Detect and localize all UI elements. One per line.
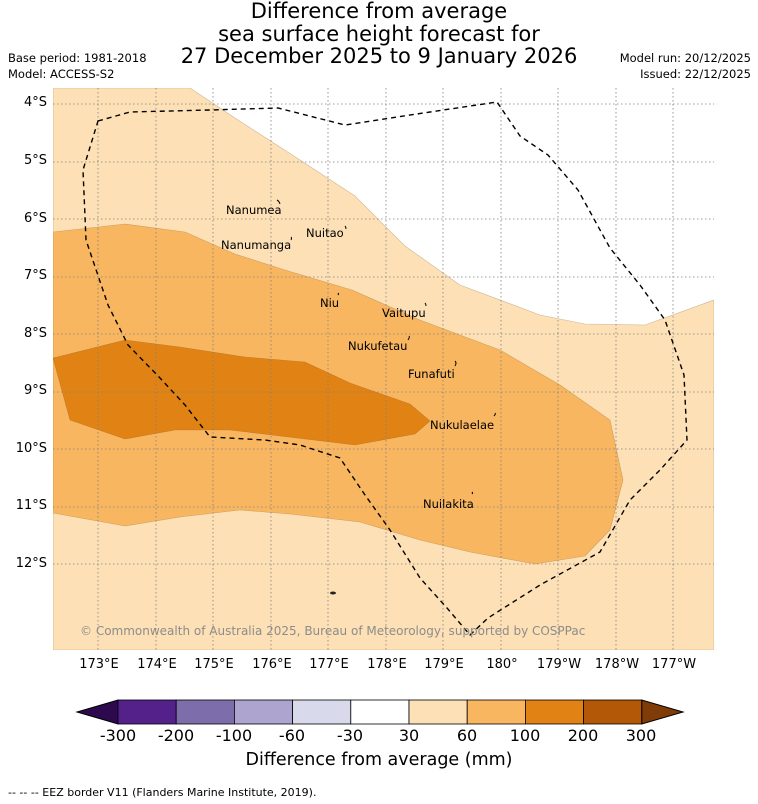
eez-border bbox=[82, 101, 688, 637]
issued-date: Issued: 22/12/2025 bbox=[640, 67, 751, 81]
lon-label-180: 180° bbox=[486, 657, 518, 672]
lat-label-9s: 9°S bbox=[23, 383, 47, 398]
lon-label-174e: 174°E bbox=[137, 657, 177, 672]
lon-label-177w: 177°W bbox=[651, 657, 697, 672]
map-area bbox=[53, 88, 714, 650]
lat-label-5s: 5°S bbox=[23, 153, 47, 168]
island-label-nanumea: Nanumea bbox=[226, 203, 282, 217]
colorbar-label: 300 bbox=[625, 726, 657, 745]
island-label-funafuti: Funafuti bbox=[408, 367, 455, 381]
island-label-niu: Niu bbox=[320, 296, 340, 310]
colorbar-swatch bbox=[583, 699, 643, 725]
model-run: Model run: 20/12/2025 bbox=[619, 51, 751, 65]
colorbar-extend-low bbox=[75, 699, 119, 725]
colorbar-label: -300 bbox=[99, 726, 137, 745]
colorbar-label: -60 bbox=[278, 726, 306, 745]
lat-label-8s: 8°S bbox=[23, 326, 47, 341]
title-line-3: 27 December 2025 to 9 January 2026 bbox=[180, 44, 578, 68]
colorbar-swatch bbox=[350, 699, 410, 725]
island-label-nukufetau: Nukufetau bbox=[348, 339, 408, 353]
lon-label-176e: 176°E bbox=[252, 657, 292, 672]
lon-label-177e: 177°E bbox=[309, 657, 349, 672]
base-period: Base period: 1981-2018 bbox=[8, 51, 147, 65]
colorbar-swatch bbox=[408, 699, 468, 725]
lon-label-179e: 179°E bbox=[424, 657, 464, 672]
colorbar-swatch bbox=[175, 699, 235, 725]
colorbar-label: -100 bbox=[215, 726, 253, 745]
colorbar-label: 60 bbox=[456, 726, 478, 745]
title-line-1: Difference from average bbox=[250, 0, 508, 23]
colorbar bbox=[75, 699, 685, 725]
island-label-nukulaelae: Nukulaelae bbox=[430, 418, 495, 432]
model-name: Model: ACCESS-S2 bbox=[8, 67, 115, 81]
lat-label-12s: 12°S bbox=[15, 556, 47, 571]
island-label-vaitupu: Vaitupu bbox=[382, 306, 426, 320]
lon-label-178w: 178°W bbox=[594, 657, 640, 672]
lat-label-4s: 4°S bbox=[23, 95, 47, 110]
contour-band-100-200 bbox=[53, 339, 431, 446]
colorbar-swatch bbox=[292, 699, 352, 725]
colorbar-label: -200 bbox=[157, 726, 195, 745]
lon-label-179w: 179°W bbox=[536, 657, 582, 672]
colorbar-label: 100 bbox=[509, 726, 541, 745]
map-grid bbox=[53, 88, 714, 650]
lat-label-7s: 7°S bbox=[23, 268, 47, 283]
lat-label-10s: 10°S bbox=[15, 441, 47, 456]
lon-label-178e: 178°E bbox=[367, 657, 407, 672]
colorbar-label: -30 bbox=[336, 726, 364, 745]
island-label-nuilakita: Nuilakita bbox=[423, 497, 474, 511]
lat-label-6s: 6°S bbox=[23, 211, 47, 226]
colorbar-label: 200 bbox=[567, 726, 599, 745]
lon-label-175e: 175°E bbox=[194, 657, 234, 672]
colorbar-swatch bbox=[117, 699, 177, 725]
island-label-nuitao: Nuitao bbox=[306, 226, 344, 240]
colorbar-label: 30 bbox=[398, 726, 420, 745]
colorbar-swatch bbox=[466, 699, 526, 725]
title-line-2: sea surface height forecast for bbox=[218, 22, 540, 46]
island-label-nanumanga: Nanumanga bbox=[221, 238, 292, 252]
lat-label-11s: 11°S bbox=[15, 498, 47, 513]
colorbar-swatch bbox=[525, 699, 585, 725]
copyright-notice: © Commonwealth of Australia 2025, Bureau… bbox=[80, 624, 586, 638]
eez-legend-note: -- -- -- EEZ border V11 (Flanders Marine… bbox=[8, 786, 317, 799]
island-markers bbox=[276, 199, 496, 495]
colorbar-title: Difference from average (mm) bbox=[245, 750, 513, 770]
lon-label-173e: 173°E bbox=[79, 657, 119, 672]
colorbar-extend-high bbox=[641, 699, 685, 725]
colorbar-swatch bbox=[233, 699, 293, 725]
